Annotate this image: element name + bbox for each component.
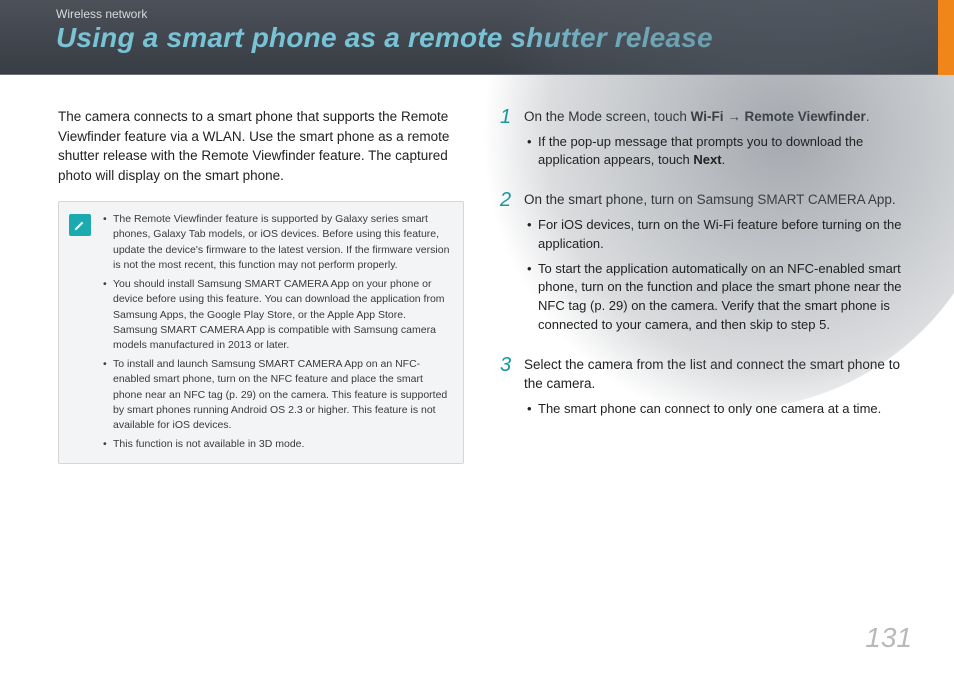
- bold-text: Next: [693, 152, 721, 167]
- right-column: 1 On the Mode screen, touch Wi-Fi → Remo…: [500, 107, 922, 464]
- step-main-text: On the smart phone, turn on Samsung SMAR…: [524, 190, 922, 210]
- step-number: 2: [500, 190, 514, 341]
- page-title: Using a smart phone as a remote shutter …: [56, 22, 954, 54]
- page-header: Wireless network Using a smart phone as …: [0, 0, 954, 75]
- note-list: The Remote Viewfinder feature is support…: [101, 212, 451, 452]
- note-item: To install and launch Samsung SMART CAME…: [101, 357, 451, 433]
- step-number: 1: [500, 107, 514, 176]
- step-number: 3: [500, 355, 514, 425]
- step-main-text: Select the camera from the list and conn…: [524, 355, 922, 394]
- side-orange-tab: [938, 0, 954, 75]
- step-1: 1 On the Mode screen, touch Wi-Fi → Remo…: [500, 107, 922, 176]
- step-body: On the smart phone, turn on Samsung SMAR…: [524, 190, 922, 341]
- pencil-note-icon: [69, 214, 91, 236]
- step-sub-item: For iOS devices, turn on the Wi-Fi featu…: [524, 216, 922, 254]
- step-sub-list: The smart phone can connect to only one …: [524, 400, 922, 419]
- intro-paragraph: The camera connects to a smart phone tha…: [58, 107, 464, 185]
- step-body: On the Mode screen, touch Wi-Fi → Remote…: [524, 107, 922, 176]
- page-number: 131: [865, 622, 912, 654]
- bold-text: Wi-Fi: [691, 109, 724, 124]
- step-3: 3 Select the camera from the list and co…: [500, 355, 922, 425]
- step-sub-item: If the pop-up message that prompts you t…: [524, 133, 922, 171]
- step-sub-item: The smart phone can connect to only one …: [524, 400, 922, 419]
- note-item: This function is not available in 3D mod…: [101, 437, 451, 452]
- content-area: The camera connects to a smart phone tha…: [0, 75, 954, 464]
- text: →: [723, 109, 744, 124]
- steps-list: 1 On the Mode screen, touch Wi-Fi → Remo…: [500, 107, 922, 425]
- note-item: The Remote Viewfinder feature is support…: [101, 212, 451, 273]
- note-box: The Remote Viewfinder feature is support…: [58, 201, 464, 463]
- text: .: [866, 109, 870, 124]
- step-sub-list: For iOS devices, turn on the Wi-Fi featu…: [524, 216, 922, 335]
- left-column: The camera connects to a smart phone tha…: [58, 107, 464, 464]
- text: On the Mode screen, touch: [524, 109, 691, 124]
- section-label: Wireless network: [56, 7, 954, 21]
- step-body: Select the camera from the list and conn…: [524, 355, 922, 425]
- bold-text: Remote Viewfinder: [745, 109, 866, 124]
- step-main-text: On the Mode screen, touch Wi-Fi → Remote…: [524, 107, 922, 127]
- text: .: [722, 152, 726, 167]
- step-sub-item: To start the application automatically o…: [524, 260, 922, 335]
- step-2: 2 On the smart phone, turn on Samsung SM…: [500, 190, 922, 341]
- note-item: You should install Samsung SMART CAMERA …: [101, 277, 451, 353]
- step-sub-list: If the pop-up message that prompts you t…: [524, 133, 922, 171]
